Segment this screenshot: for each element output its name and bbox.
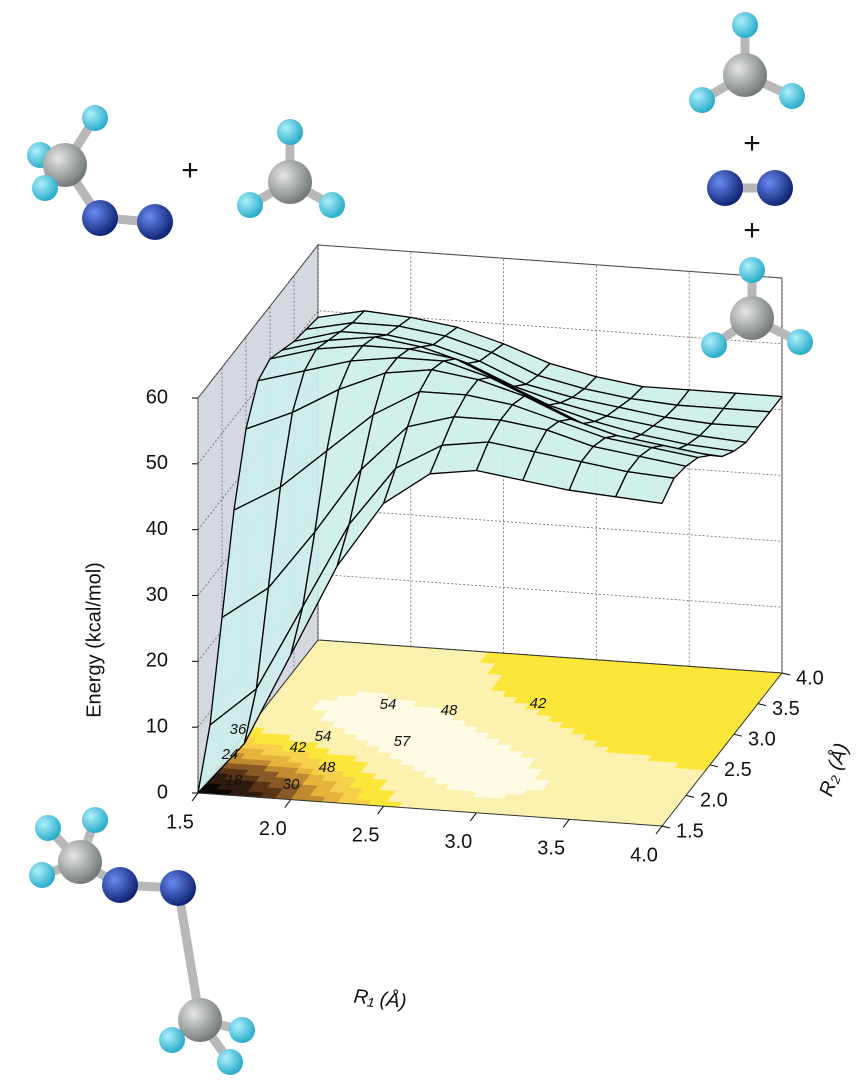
surface-cell [614, 471, 675, 505]
contour-label: 54 [315, 728, 332, 745]
z-tick-label: 40 [146, 518, 168, 540]
y-tick [709, 764, 719, 768]
molecule-ch3-b [689, 12, 805, 113]
x-tick [655, 825, 663, 835]
labels: 0 10 20 30 40 50 60 1.5 2.0 2.5 3.0 3.5 4.0 1.5 2.0 2.5… [146, 386, 824, 866]
contour-label: 54 [380, 696, 397, 713]
y-tick [757, 703, 767, 707]
molecule-ch3-a [237, 119, 345, 218]
contour-label: 18 [226, 772, 243, 789]
z-tick-label: 60 [146, 386, 168, 408]
x-tick-label: 3.5 [537, 838, 565, 860]
x-tick [469, 812, 477, 822]
contour-label: 48 [319, 759, 336, 776]
molecule-ch3-c [701, 257, 813, 358]
y-tick [733, 733, 743, 737]
y-tick-label: 3.0 [748, 728, 776, 750]
molecule-n2 [707, 170, 793, 206]
z-tick-label: 10 [146, 715, 168, 737]
z-tick-label: 30 [146, 584, 168, 606]
y-axis-label: R₂ (Å) [815, 740, 854, 799]
floor [197, 639, 783, 827]
contour-label: 24 [221, 746, 239, 763]
x-tick [191, 792, 199, 802]
x-tick-label: 3.0 [444, 831, 472, 853]
x-tick-label: 4.0 [630, 844, 658, 866]
contour-label: 42 [530, 695, 547, 712]
contour-label: 36 [230, 721, 247, 738]
x-tick [284, 799, 292, 808]
molecule-azomethane [29, 807, 255, 1075]
y-tick [661, 825, 671, 829]
contour-label: 30 [283, 776, 300, 793]
x-tick-label: 2.5 [352, 824, 380, 846]
contour-label: 42 [290, 739, 307, 756]
x-tick [377, 805, 385, 815]
contour-label: 48 [441, 702, 458, 719]
z-tick-label: 0 [157, 781, 168, 803]
plus-sign: + [743, 127, 761, 160]
z-tick-label: 50 [146, 452, 168, 474]
x-tick-label: 1.5 [166, 811, 194, 833]
y-tick-label: 2.5 [724, 759, 752, 781]
plus-sign: + [743, 214, 761, 247]
x-tick [562, 819, 570, 828]
z-tick-label: 20 [146, 650, 168, 672]
grid-line [197, 244, 783, 399]
y-tick [685, 794, 695, 798]
contour-label: 57 [394, 733, 411, 750]
y-tick-label: 4.0 [796, 667, 824, 689]
molecule-ch3n2 [27, 105, 173, 240]
grid-line [197, 310, 783, 465]
z-axis-label: Energy (kcal/mol) [83, 562, 105, 718]
y-tick-label: 2.0 [700, 790, 728, 812]
plus-sign: + [181, 154, 199, 187]
x-axis-label: R₁ (Å) [353, 985, 408, 1013]
y-tick-label: 1.5 [676, 820, 704, 842]
surface [197, 310, 783, 794]
x-tick-label: 2.0 [259, 818, 287, 840]
y-tick [781, 672, 791, 676]
y-tick-label: 3.5 [772, 698, 800, 720]
